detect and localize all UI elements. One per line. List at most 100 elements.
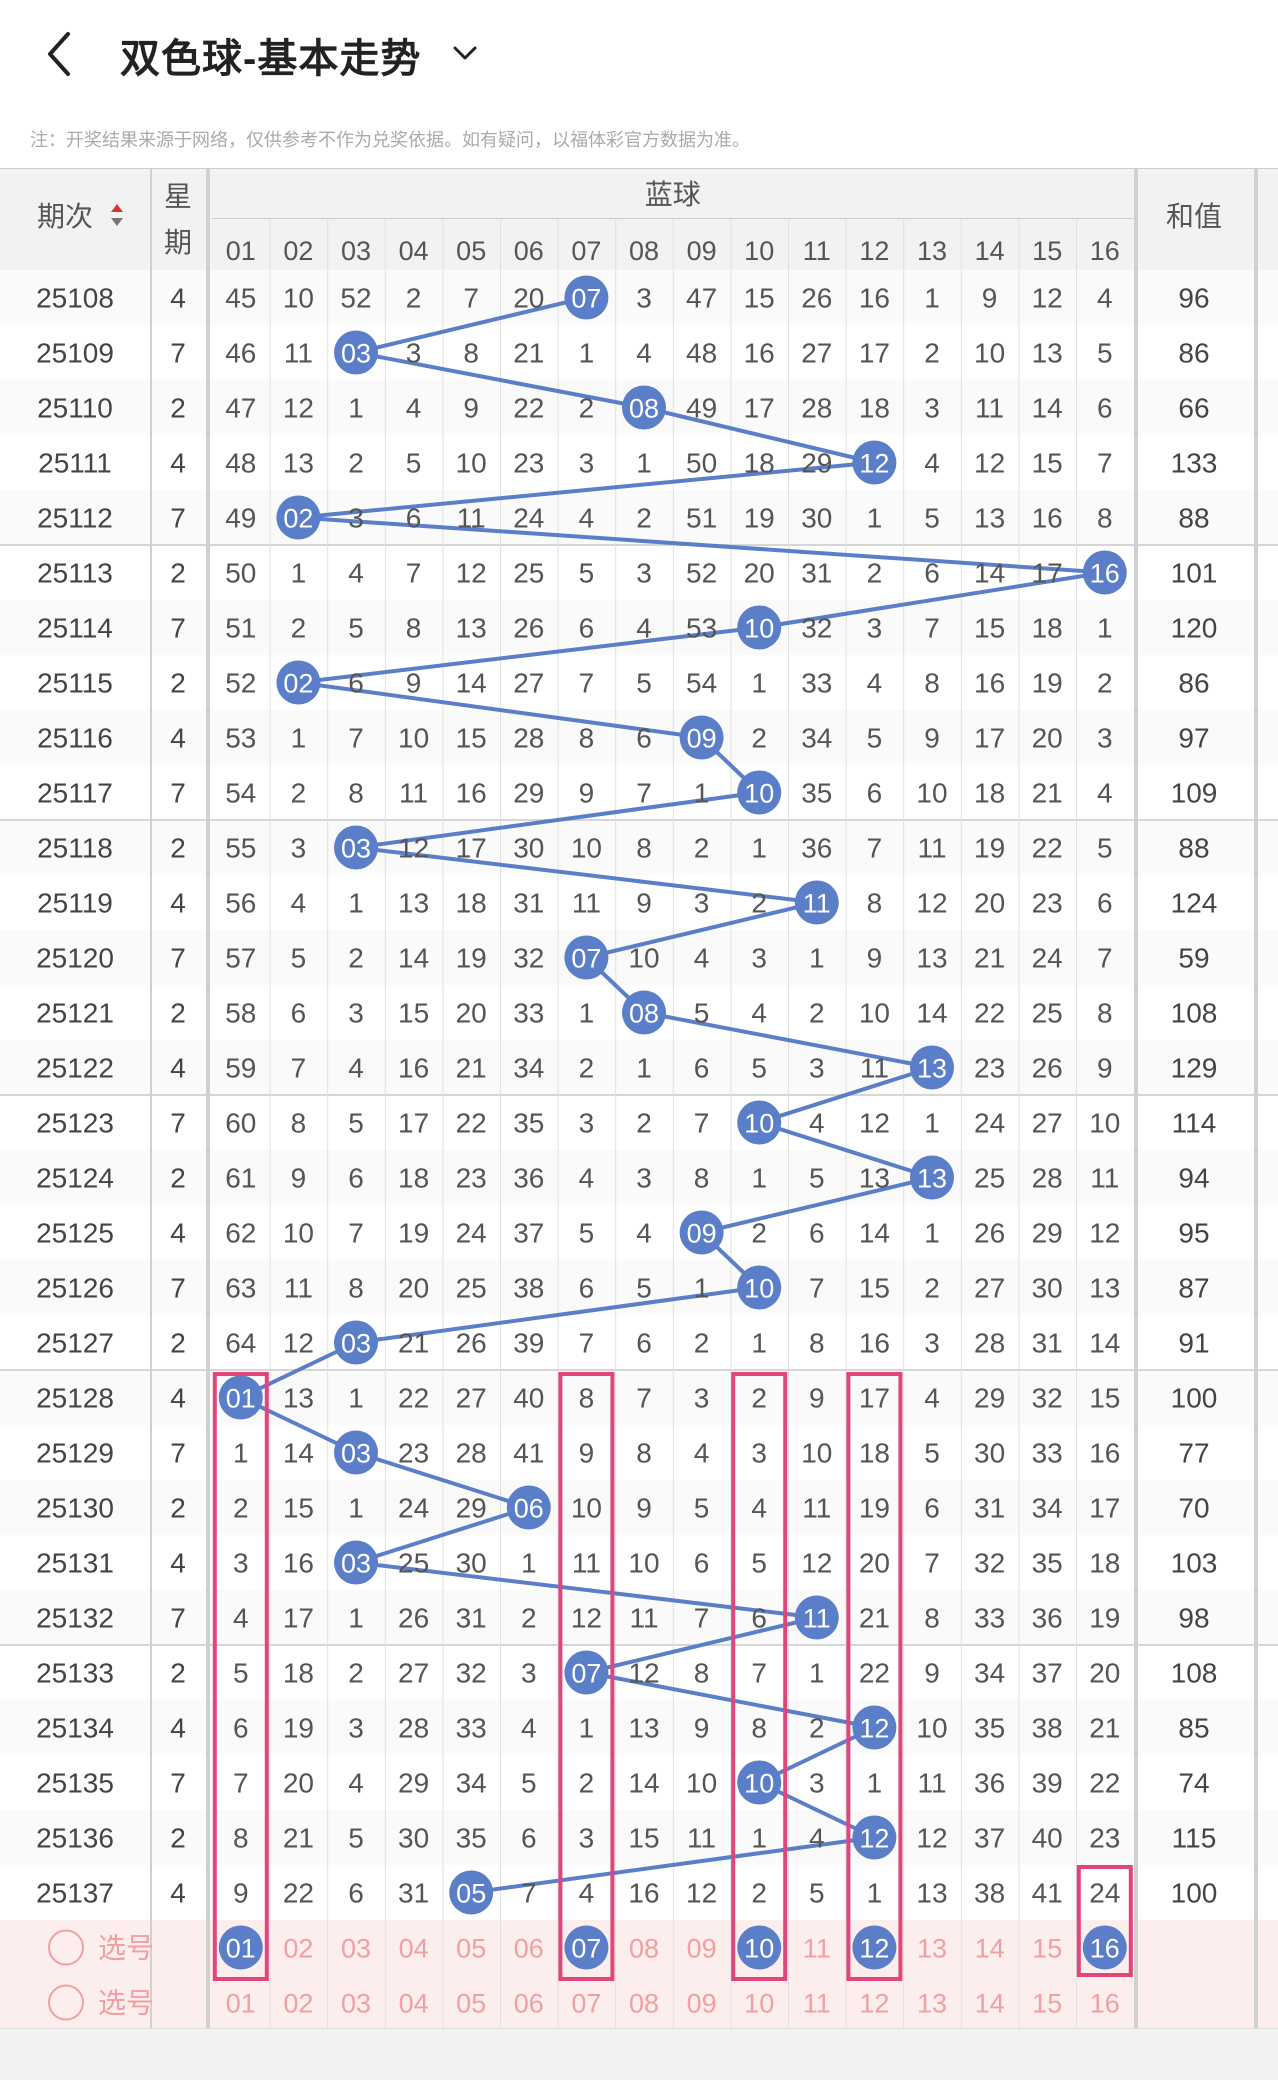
miss-count-cell: 8 [579, 723, 595, 754]
pick-number[interactable]: 02 [283, 1934, 313, 1964]
pick-number[interactable]: 15 [1032, 1989, 1062, 2019]
miss-count-cell: 3 [348, 503, 364, 534]
period-cell: 25122 [36, 1053, 114, 1084]
pick-number[interactable]: 09 [687, 1989, 717, 2019]
pick-number[interactable]: 07 [571, 1989, 601, 2019]
miss-count-cell: 7 [694, 1108, 710, 1139]
miss-count-cell: 9 [291, 1163, 307, 1194]
miss-count-cell: 7 [751, 1658, 767, 1689]
pick-number[interactable]: 14 [975, 1989, 1005, 2019]
pick-number[interactable]: 08 [629, 1934, 659, 1964]
miss-count-cell: 20 [513, 283, 544, 314]
pick-number[interactable]: 16 [1090, 1989, 1120, 2019]
miss-count-cell: 19 [283, 1713, 314, 1744]
miss-count-cell: 38 [1032, 1713, 1063, 1744]
miss-count-cell: 2 [636, 1108, 652, 1139]
selected-ball-number[interactable]: 01 [226, 1934, 256, 1964]
miss-count-cell: 2 [809, 998, 825, 1029]
miss-count-cell: 4 [406, 393, 422, 424]
miss-count-cell: 16 [1089, 1438, 1120, 1469]
miss-count-cell: 1 [751, 1328, 767, 1359]
blue-ball [334, 825, 378, 870]
miss-count-cell: 10 [398, 723, 429, 754]
sum-cell: 120 [1171, 613, 1218, 644]
blue-number-header-14: 14 [975, 236, 1005, 266]
chevron-down-icon[interactable] [450, 38, 480, 68]
sum-cell: 86 [1178, 668, 1209, 699]
miss-count-cell: 1 [694, 1273, 710, 1304]
pick-number[interactable]: 02 [283, 1989, 313, 2019]
top-bar: 双色球-基本走势 [0, 0, 1278, 110]
pick-number[interactable]: 13 [917, 1934, 947, 1964]
pick-number[interactable]: 08 [629, 1989, 659, 2019]
miss-count-cell: 10 [283, 1218, 314, 1249]
miss-count-cell: 3 [809, 1768, 825, 1799]
pick-number[interactable]: 12 [859, 1989, 889, 2019]
period-cell: 25127 [36, 1328, 114, 1359]
miss-count-cell: 12 [859, 1108, 890, 1139]
period-cell: 25111 [38, 448, 112, 479]
sum-cell: 129 [1171, 1053, 1218, 1084]
miss-count-cell: 19 [1032, 668, 1063, 699]
pick-number[interactable]: 04 [399, 1934, 429, 1964]
miss-count-cell: 3 [579, 448, 595, 479]
pick-number[interactable]: 04 [399, 1989, 429, 2019]
miss-count-cell: 31 [801, 558, 832, 589]
sum-cell: 100 [1171, 1878, 1218, 1909]
select-radio-icon[interactable] [48, 1929, 84, 1966]
period-cell: 25125 [36, 1218, 114, 1249]
miss-count-cell: 14 [398, 943, 429, 974]
miss-count-cell: 11 [457, 503, 486, 534]
header-mid-line [212, 218, 1134, 219]
week-cell: 7 [170, 1438, 186, 1469]
miss-count-cell: 16 [398, 1053, 429, 1084]
selected-ball-number[interactable]: 10 [744, 1934, 774, 1964]
week-cell: 7 [170, 613, 186, 644]
miss-count-cell: 13 [916, 943, 947, 974]
sum-cell: 108 [1171, 1658, 1218, 1689]
pick-number[interactable]: 06 [514, 1934, 544, 1964]
miss-count-cell: 9 [867, 943, 883, 974]
miss-count-cell: 5 [1097, 338, 1113, 369]
pick-number[interactable]: 06 [514, 1989, 544, 2019]
selected-ball-number[interactable]: 16 [1090, 1934, 1120, 1964]
miss-count-cell: 34 [513, 1053, 544, 1084]
miss-count-cell: 3 [521, 1658, 537, 1689]
miss-count-cell: 28 [398, 1713, 429, 1744]
miss-count-cell: 14 [1032, 393, 1063, 424]
miss-count-cell: 62 [225, 1218, 256, 1249]
miss-count-cell: 7 [1097, 448, 1113, 479]
pick-number[interactable]: 14 [975, 1934, 1005, 1964]
selected-ball-number[interactable]: 07 [571, 1934, 601, 1964]
blue-ball [218, 1375, 263, 1420]
pick-number[interactable]: 05 [456, 1934, 486, 1964]
blue-ball-number: 12 [859, 1714, 889, 1744]
pick-number[interactable]: 10 [744, 1989, 774, 2019]
blue-ball [276, 495, 321, 540]
pick-number[interactable]: 13 [917, 1989, 947, 2019]
pick-number[interactable]: 15 [1032, 1934, 1062, 1964]
selected-ball [737, 1925, 782, 1970]
miss-count-cell: 11 [687, 1823, 716, 1854]
pick-number[interactable]: 03 [341, 1989, 371, 2019]
pick-number[interactable]: 11 [803, 1989, 831, 2019]
miss-count-cell: 4 [348, 1768, 364, 1799]
miss-count-cell: 14 [974, 558, 1005, 589]
miss-count-cell: 24 [456, 1218, 487, 1249]
pick-number[interactable]: 01 [226, 1989, 256, 2019]
pick-number[interactable]: 03 [341, 1934, 371, 1964]
miss-count-cell: 39 [513, 1328, 544, 1359]
pick-number[interactable]: 11 [803, 1934, 831, 1964]
miss-count-cell: 12 [456, 558, 487, 589]
blue-ball [737, 1265, 782, 1310]
blue-ball-number: 12 [859, 449, 889, 479]
miss-count-cell: 4 [694, 1438, 710, 1469]
miss-count-cell: 8 [924, 668, 940, 699]
back-arrow-icon[interactable] [40, 28, 80, 80]
selected-ball-number[interactable]: 12 [859, 1934, 889, 1964]
select-radio-icon[interactable] [48, 1984, 84, 2021]
pick-number[interactable]: 05 [456, 1989, 486, 2019]
miss-count-cell: 37 [1032, 1658, 1063, 1689]
pick-number[interactable]: 09 [687, 1934, 717, 1964]
miss-count-cell: 33 [801, 668, 832, 699]
